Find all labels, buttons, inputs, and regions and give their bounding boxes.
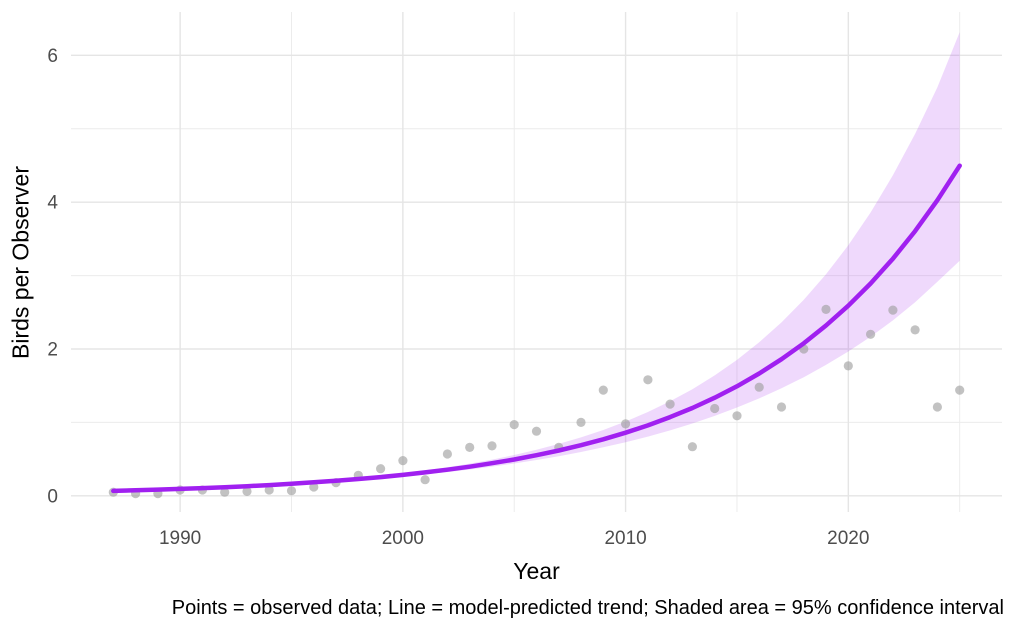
y-tick-label: 0	[47, 486, 58, 507]
x-axis-title: Year	[513, 558, 560, 584]
data-point	[732, 411, 742, 421]
data-point	[888, 305, 898, 315]
data-point	[776, 402, 787, 412]
data-point	[242, 486, 252, 496]
trend-line	[111, 163, 962, 494]
x-tick-label: 2020	[827, 528, 869, 549]
y-tick-label: 4	[47, 193, 58, 214]
data-point	[286, 486, 297, 496]
y-axis-title: Birds per Observer	[7, 166, 34, 360]
chart-caption: Points = observed data; Line = model-pre…	[171, 597, 1004, 619]
data-point	[932, 402, 943, 412]
data-point	[509, 420, 519, 430]
y-tick-label: 6	[47, 46, 58, 67]
data-point	[754, 382, 764, 392]
data-point	[910, 325, 920, 335]
data-point	[621, 419, 631, 429]
data-point	[264, 485, 274, 495]
data-point	[955, 385, 965, 395]
data-point	[465, 442, 475, 452]
data-point	[821, 304, 831, 314]
data-point	[665, 399, 675, 409]
y-tick-label: 2	[47, 340, 58, 361]
data-point	[687, 442, 698, 452]
data-point	[531, 426, 542, 436]
data-point	[866, 329, 876, 339]
confidence-band	[113, 32, 960, 491]
data-point	[220, 487, 230, 497]
data-point	[442, 449, 452, 459]
data-point	[643, 375, 653, 385]
x-tick-label: 2000	[382, 528, 424, 549]
data-point	[487, 441, 497, 451]
x-tick-label: 2010	[604, 528, 646, 549]
data-point	[710, 403, 720, 414]
data-point	[420, 475, 430, 485]
data-point	[598, 385, 608, 395]
data-point	[576, 417, 586, 427]
data-point	[376, 464, 386, 474]
x-tick-label: 1990	[159, 528, 201, 549]
data-point	[843, 361, 853, 371]
data-point	[398, 456, 408, 466]
